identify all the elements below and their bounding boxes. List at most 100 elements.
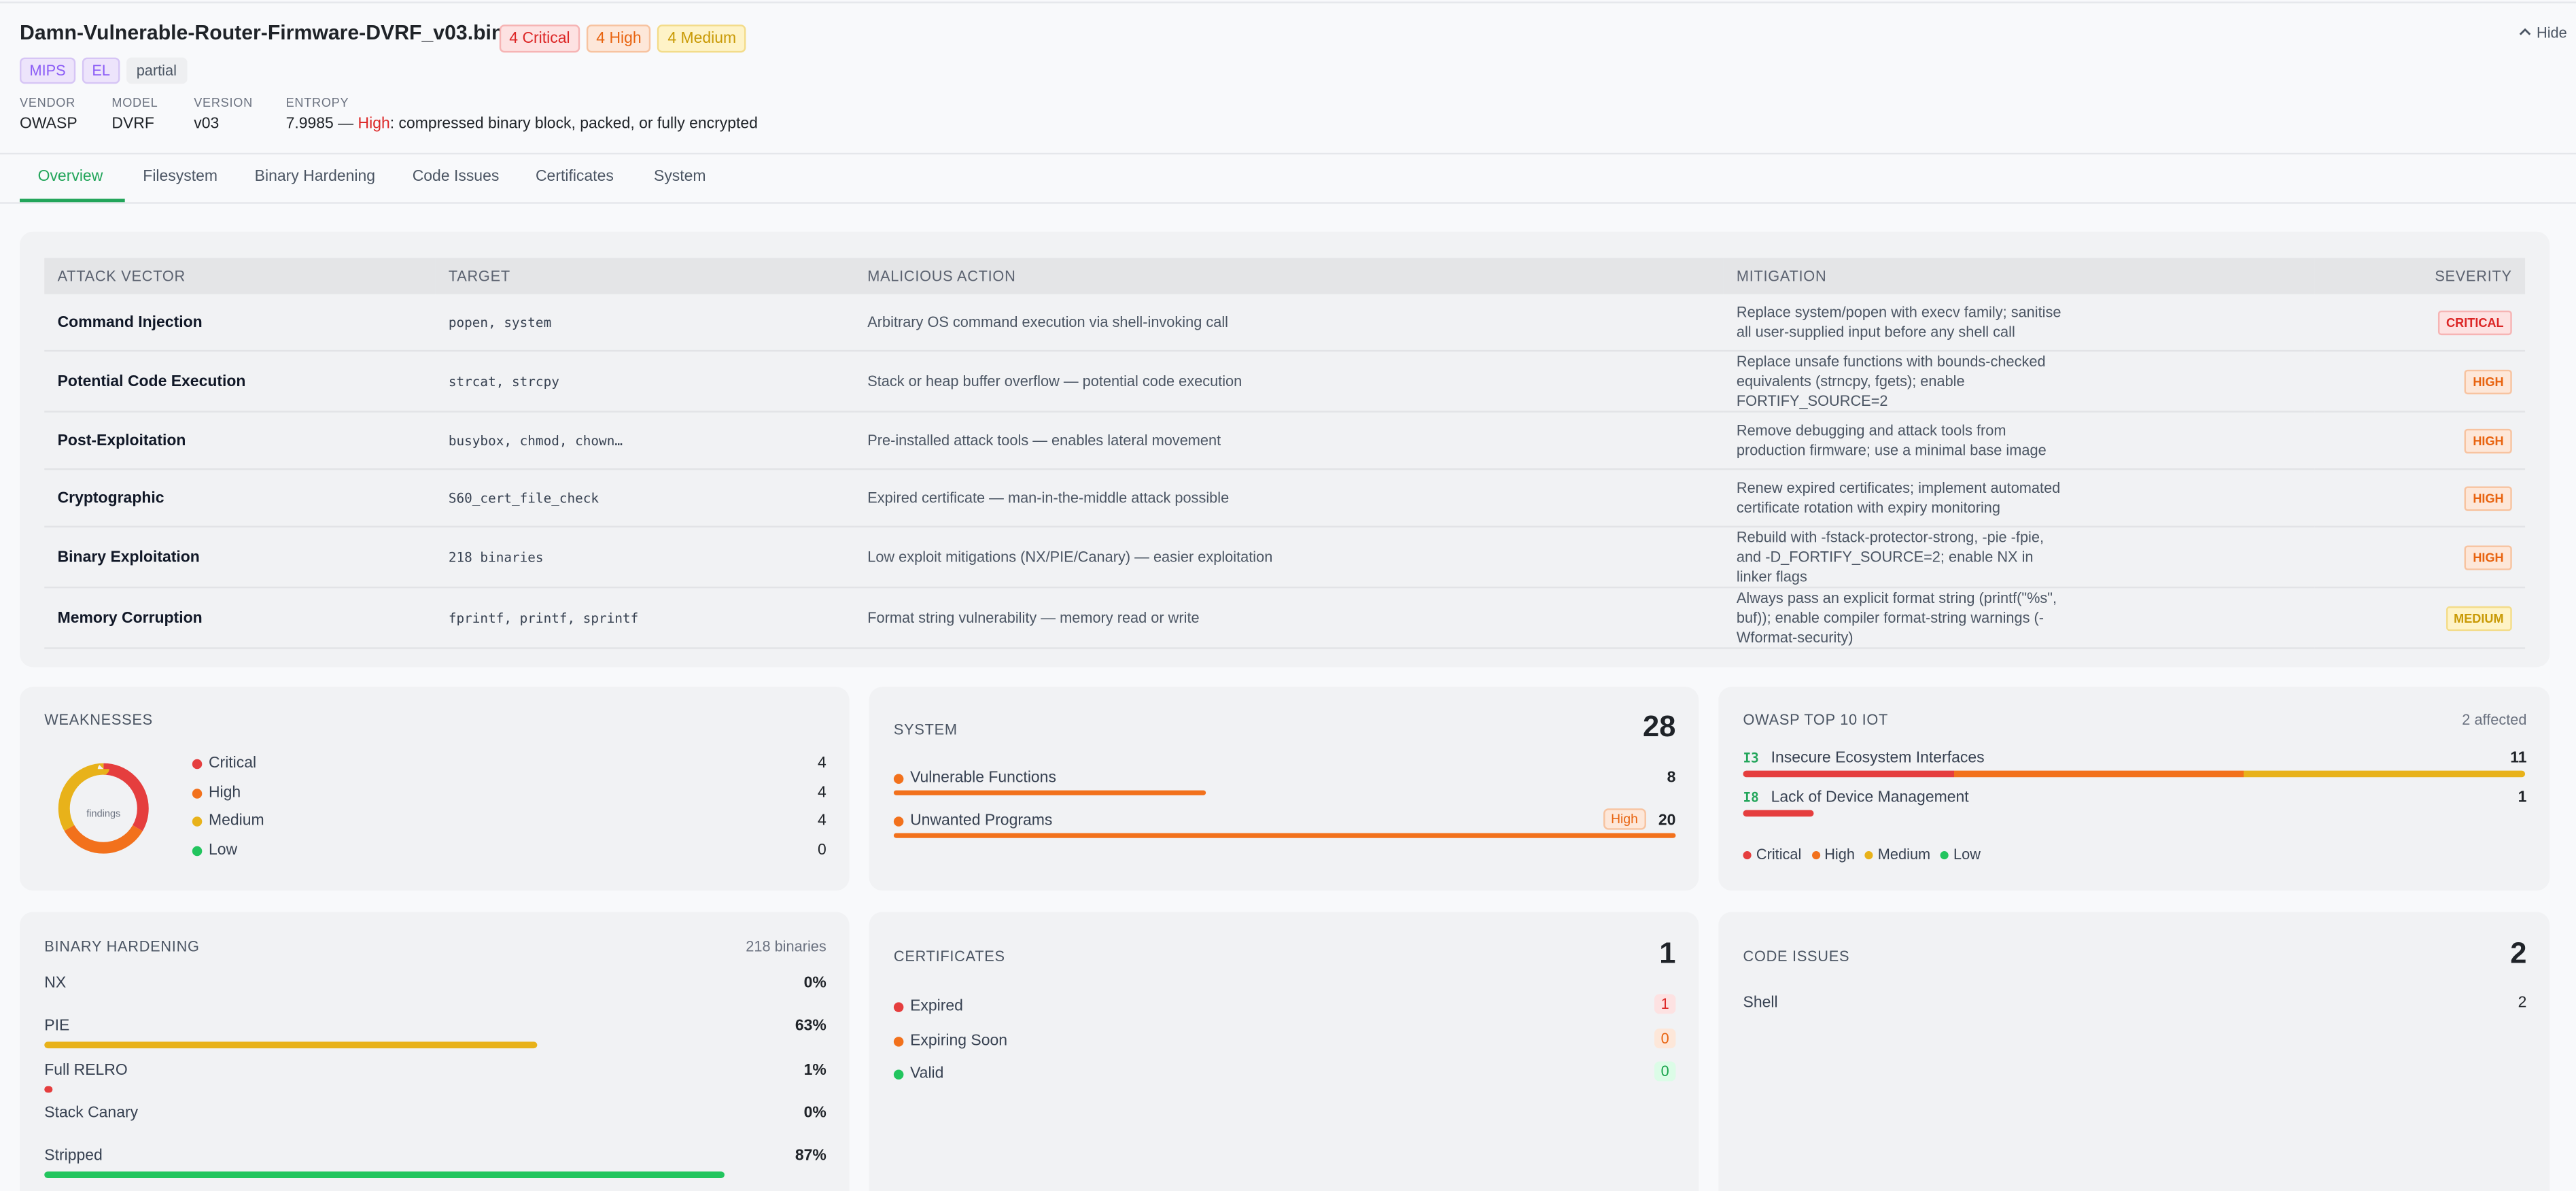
card-total: 28	[1643, 710, 1676, 743]
tabs-border	[0, 202, 2576, 204]
mitigation: Replace unsafe functions with bounds-che…	[1723, 351, 2315, 413]
donut-segment	[58, 763, 149, 854]
count-badge: 0	[1654, 1061, 1676, 1082]
item-bar	[893, 833, 1676, 838]
owasp-code: I3	[1743, 750, 1759, 766]
meta-value: OWASP	[20, 115, 77, 133]
attack-vector: Cryptographic	[44, 469, 436, 528]
severity-badge[interactable]: 4 Critical	[499, 24, 580, 53]
item-dot	[893, 1035, 904, 1046]
malicious-action: Pre-installed attack tools — enables lat…	[854, 411, 1724, 470]
owasp-bar	[1743, 770, 2526, 778]
severity-badge[interactable]: 4 High	[586, 24, 652, 53]
legend-count: 4	[817, 782, 826, 801]
attack-vector: Post-Exploitation	[44, 411, 436, 470]
malicious-action: Stack or heap buffer overflow — potentia…	[854, 351, 1724, 413]
item-label: Expiring Soon	[910, 1031, 1008, 1050]
card-title: CODE ISSUES	[1743, 948, 1850, 965]
tab[interactable]: System	[654, 167, 706, 186]
legend-dot	[192, 845, 203, 856]
item-dot	[893, 816, 904, 827]
card-title: BINARY HARDENING	[44, 938, 200, 955]
item-count: 8	[1667, 769, 1676, 787]
tab[interactable]: Overview	[37, 167, 103, 186]
legend-count: 4	[817, 754, 826, 773]
mitigation: Renew expired certificates; implement au…	[1723, 469, 2315, 528]
attack-vector: Binary Exploitation	[44, 526, 436, 589]
table-row: Cryptographic S60_cert_file_check Expired …	[44, 469, 2526, 528]
count-badge: 0	[1654, 1027, 1676, 1048]
table-row: Post-Exploitation busybox, chmod, chown… P…	[44, 411, 2526, 470]
legend-label: Critical	[1756, 846, 1802, 863]
tab[interactable]: Code Issues	[412, 167, 500, 186]
target: 218 binaries	[435, 526, 854, 589]
owasp-bar	[1743, 810, 1815, 817]
target: S60_cert_file_check	[435, 469, 854, 528]
severity-cell: HIGH	[2314, 526, 2526, 589]
legend-dot	[1743, 851, 1752, 860]
mitigation: Rebuild with -fstack-protector-strong, -…	[1723, 526, 2315, 589]
table-header-row: ATTACK VECTOR TARGET MALICIOUS ACTION MITIG…	[44, 258, 2526, 294]
attack-table: ATTACK VECTOR TARGET MALICIOUS ACTION MITIG…	[44, 258, 2526, 649]
entropy-desc: : compressed binary block, packed, or fu…	[389, 115, 758, 133]
legend-dot	[1940, 851, 1949, 860]
file-title: Damn-Vulnerable-Router-Firmware-DVRF_v03…	[20, 21, 504, 45]
item-label: Unwanted Programs	[910, 812, 1053, 830]
legend-label: High	[1824, 846, 1855, 863]
hardening-label: Full RELRO	[44, 1060, 128, 1080]
legend-label: Low	[1953, 846, 1981, 863]
severity-badge[interactable]: 4 Medium	[657, 24, 746, 53]
tag: partial	[126, 57, 187, 84]
affected-count: 2 affected	[2462, 711, 2527, 728]
card-title: SYSTEM	[893, 721, 958, 738]
malicious-action: Format string vulnerability — memory rea…	[854, 587, 1724, 649]
hardening-label: PIE	[44, 1017, 70, 1036]
target: strcat, strcpy	[435, 351, 854, 413]
severity-badge: HIGH	[2465, 428, 2512, 454]
hardening-value: 63%	[795, 1017, 826, 1036]
column-header: TARGET	[435, 258, 854, 294]
owasp-label: Lack of Device Management	[1771, 789, 1969, 807]
severity-badge: CRITICAL	[2437, 310, 2512, 336]
issue-count: 2	[2518, 994, 2527, 1012]
meta-value: DVRF	[111, 115, 154, 133]
item-label: Expired	[910, 997, 963, 1016]
chevron-icon	[2519, 28, 2531, 35]
severity-cell: MEDIUM	[2314, 587, 2526, 649]
binary-count: 218 binaries	[746, 938, 826, 955]
attack-vector: Memory Corruption	[44, 587, 436, 649]
meta-label: VERSION	[194, 95, 253, 110]
meta-label: MODEL	[111, 95, 158, 110]
legend-label: Medium	[1877, 846, 1931, 863]
meta-label: VENDOR	[20, 95, 75, 110]
tab[interactable]: Certificates	[535, 167, 614, 186]
target: fprintf, printf, sprintf	[435, 587, 854, 649]
meta-value: v03	[194, 115, 220, 133]
hardening-value: 87%	[795, 1147, 826, 1166]
tab[interactable]: Filesystem	[143, 167, 218, 186]
hide-button[interactable]: Hide	[2518, 24, 2567, 41]
legend-count: 4	[817, 812, 826, 830]
item-label: Vulnerable Functions	[910, 769, 1056, 787]
malicious-action: Expired certificate — man-in-the-middle …	[854, 469, 1724, 528]
count-badge: 1	[1654, 994, 1676, 1014]
mitigation: Replace system/popen with execv family; …	[1723, 294, 2315, 352]
target: busybox, chmod, chown…	[435, 411, 854, 470]
attack-table-card: ATTACK VECTOR TARGET MALICIOUS ACTION MITIG…	[20, 231, 2550, 668]
legend-count: 0	[817, 840, 826, 859]
table-row: Binary Exploitation 218 binaries Low explo…	[44, 526, 2526, 589]
entropy-value: 7.9985 — High: compressed binary block, …	[286, 115, 758, 133]
legend-dot	[192, 787, 203, 798]
hardening-label: Stripped	[44, 1147, 103, 1166]
owasp-count: 1	[2518, 789, 2527, 807]
hardening-bar	[44, 1042, 538, 1049]
item-bar	[893, 790, 1207, 795]
card-total: 2	[2510, 936, 2527, 970]
item-label: Valid	[910, 1065, 944, 1083]
legend-label: High	[208, 782, 241, 801]
chevron	[2519, 28, 2531, 35]
tabs-border	[0, 152, 2576, 155]
tab[interactable]: Binary Hardening	[254, 167, 376, 186]
legend-dot	[1811, 851, 1820, 860]
